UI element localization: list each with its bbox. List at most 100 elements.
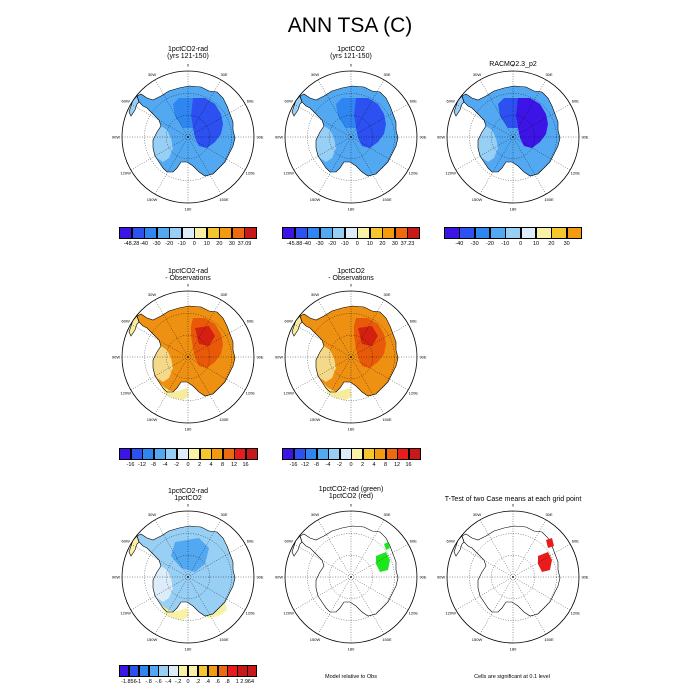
latitude-line [329, 115, 373, 159]
colorbar-swatch [119, 227, 133, 239]
longitude-label: 150E [219, 417, 229, 422]
region-fill [478, 126, 498, 162]
longitude-label: 120E [246, 391, 256, 396]
latitude-line [166, 115, 210, 159]
meridian-line [317, 79, 352, 138]
region-fill [358, 326, 378, 346]
meridian-line [512, 79, 547, 138]
colorbar-tick-label: -10 [177, 241, 186, 247]
colorbar-tick-label: -2 [337, 462, 342, 468]
longitude-label: 60E [247, 99, 254, 104]
colorbar-tick-label: -1 [136, 679, 142, 685]
longitude-label: 180 [510, 647, 517, 652]
longitude-label: 30E [220, 72, 227, 77]
map-boundary [284, 290, 418, 424]
longitude-label: 0 [187, 503, 190, 508]
longitude-label: 150W [472, 197, 483, 202]
colorbar-swatch [394, 227, 408, 239]
meridian-line [317, 576, 352, 635]
panel-title-6: 1pctCO2-rad 1pctCO2 [103, 488, 273, 502]
longitude-label: 180 [185, 427, 192, 432]
panel-title-line: 1pctCO2 [337, 46, 365, 53]
meridian-line [479, 576, 514, 635]
longitude-label: 150E [544, 197, 554, 202]
meridian-line [187, 543, 246, 578]
colorbar-tick-label: 20 [216, 241, 223, 247]
longitude-label: 150W [310, 417, 321, 422]
longitude-label: 90E [256, 355, 263, 360]
peninsula-fill [454, 96, 464, 116]
peninsula-fill [292, 316, 302, 336]
longitude-label: 90E [581, 135, 588, 140]
longitude-label: 180 [348, 207, 355, 212]
colorbar-tick-label: -30 [152, 241, 161, 247]
colorbar-swatch [168, 665, 179, 677]
colorbar-swatch [339, 448, 352, 460]
colorbar-swatch [217, 665, 228, 677]
meridian-line [293, 356, 352, 391]
region-fill [171, 538, 209, 572]
colorbar-tick-label: -10 [501, 241, 510, 247]
colorbar-swatch [505, 227, 522, 239]
meridian-line [130, 103, 189, 138]
colorbar-swatch [382, 227, 396, 239]
longitude-label: 60W [122, 539, 130, 544]
colorbar-swatch [328, 448, 340, 460]
panel-title-line: 1pctCO2 [174, 495, 202, 502]
latitude-line [307, 313, 395, 401]
longitude-label: 60E [572, 539, 579, 544]
coastline [299, 85, 399, 177]
longitude-label: 150E [544, 637, 554, 642]
peninsula-fill [292, 96, 302, 116]
colorbar-tick-label: -12 [138, 462, 146, 468]
longitude-label: 120W [120, 611, 131, 616]
panel-title-line: (yrs 121-150) [330, 53, 372, 60]
colorbar-tick-label: 10 [532, 241, 540, 247]
polar-map-1pctco2-rad-minus-obs: 0 30E 60E 90E 120E 150E 180 150W 120W 90W 60W 30W [112, 283, 264, 432]
colorbar-tick-label: -16 [126, 462, 135, 468]
latitude-line [491, 115, 535, 159]
colorbar-tick-label: -20 [165, 241, 174, 247]
longitude-label: 30W [473, 512, 481, 517]
meridian-line [130, 136, 189, 171]
meridian-line [293, 543, 352, 578]
longitude-label: 30E [220, 512, 227, 517]
meridian-line [187, 103, 246, 138]
colorbar-swatch [119, 448, 131, 460]
longitude-label: 30E [220, 292, 227, 297]
colorbar-swatch [197, 665, 209, 677]
longitude-label: 90E [419, 575, 426, 580]
colorbar-tick-label: -8 [314, 462, 319, 468]
meridian-line [350, 323, 409, 358]
latitude-line [307, 93, 395, 181]
colorbar-tick-label: 12 [393, 462, 401, 468]
meridian-line [130, 323, 189, 358]
longitude-label: 120E [246, 171, 256, 176]
colorbar-swatch [234, 448, 246, 460]
colorbar-tick-label: 0 [186, 679, 190, 685]
longitude-label: 0 [350, 503, 353, 508]
meridian-line [187, 323, 246, 358]
colorbar-tick-label: -40 [455, 241, 464, 247]
panel-title-1: 1pctCO2-rad (yrs 121-150) [103, 46, 273, 60]
panel-title-line: 1pctCO2-rad (green) [318, 486, 384, 493]
longitude-label: 120E [246, 611, 256, 616]
colorbar-tick-label: 37.23 [400, 241, 415, 247]
panel-title-line: T-Test of two Case means at each grid po… [444, 496, 582, 503]
longitude-label: 150W [310, 197, 321, 202]
longitude-label: 90E [581, 575, 588, 580]
panel-title-3: RACMO2.3_p2 [428, 61, 598, 68]
colorbar-swatch [282, 227, 296, 239]
colorbar-tick-label: 0 [355, 241, 359, 247]
longitude-label: 180 [348, 647, 355, 652]
longitude-label: 90W [275, 355, 283, 360]
region-fill [153, 346, 173, 382]
longitude-label: 30W [311, 72, 319, 77]
colorbar-swatch [385, 448, 398, 460]
region-fill [195, 326, 215, 346]
map-boundary [121, 290, 255, 424]
meridian-line [479, 79, 514, 138]
meridian-line [187, 356, 246, 391]
colorbar-tick-label: -.2 [174, 679, 182, 685]
longitude-label: 0 [350, 283, 353, 288]
